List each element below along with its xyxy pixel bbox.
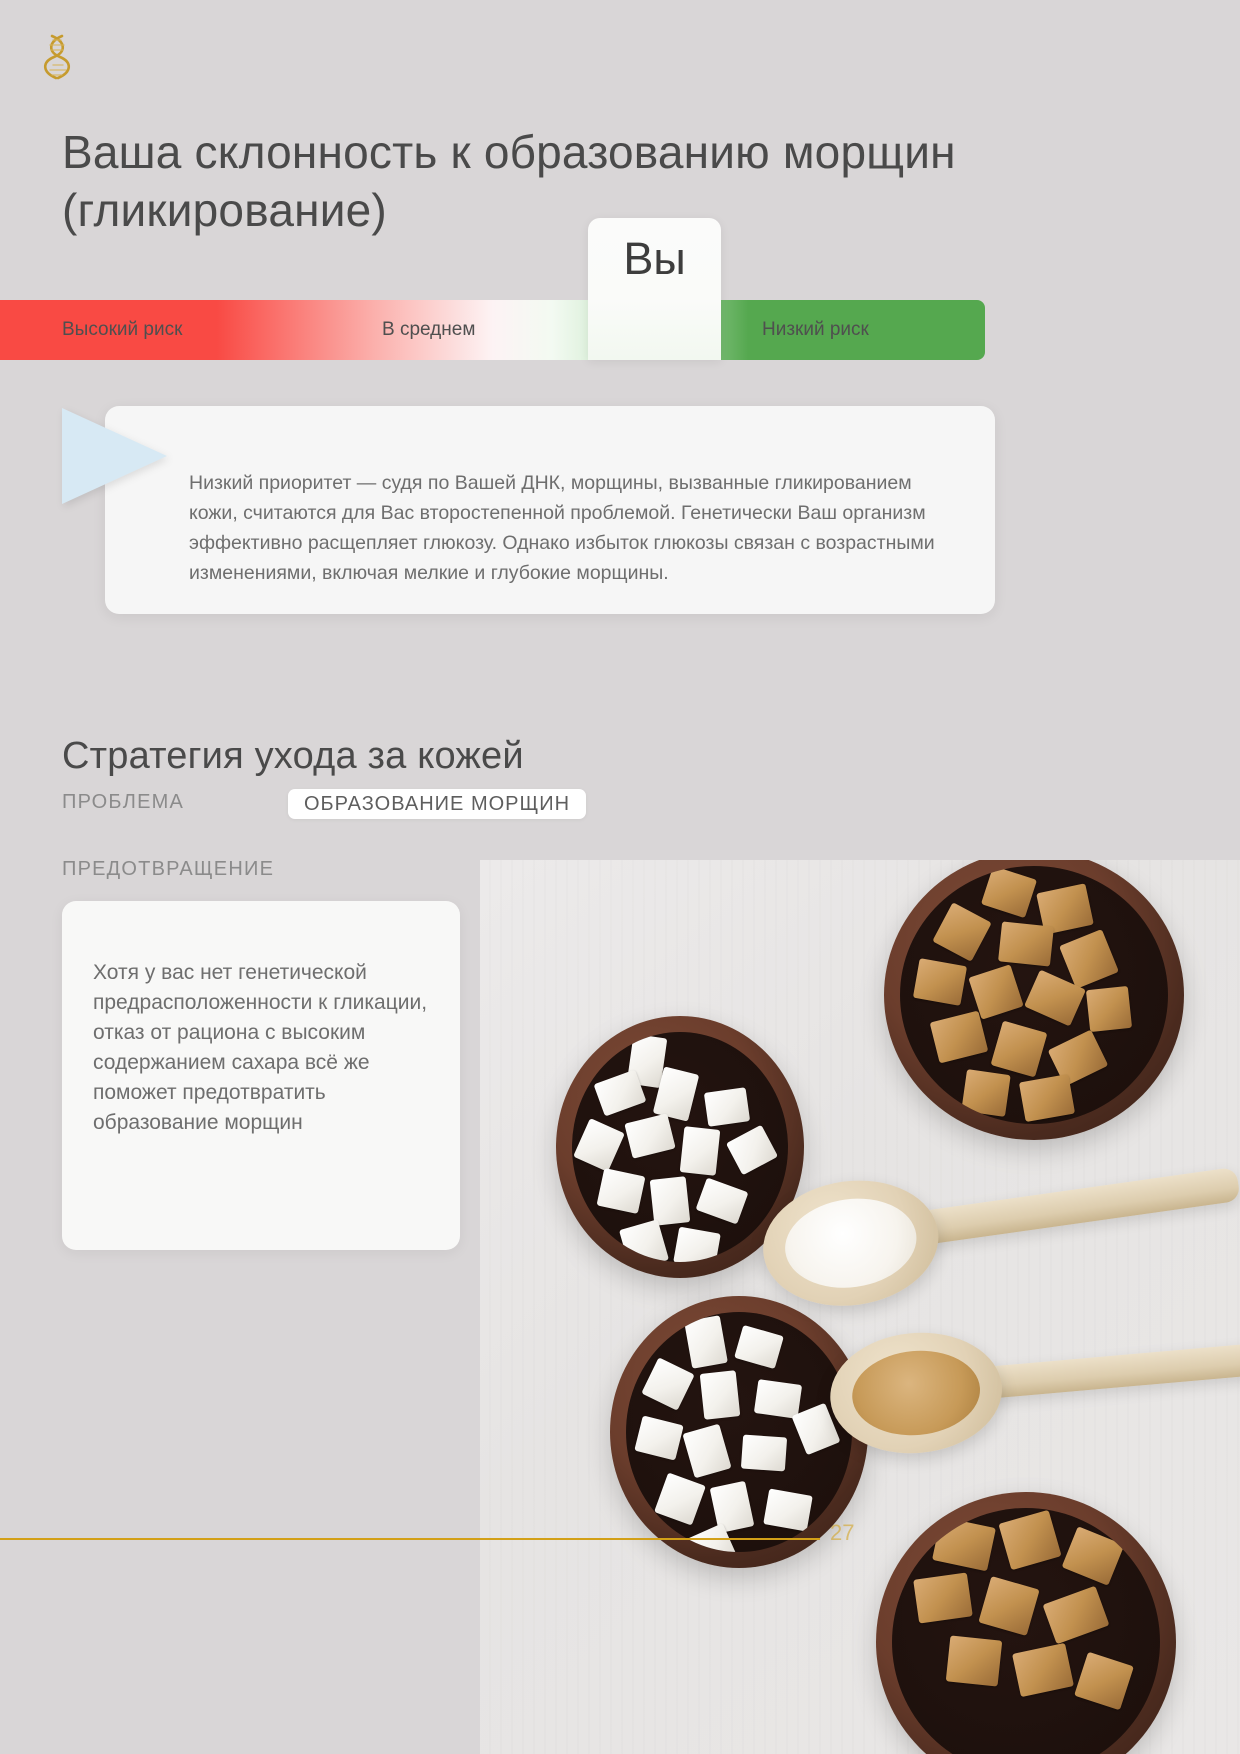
bowl-brown-sugar-bottom	[876, 1492, 1176, 1754]
problem-value-pill: ОБРАЗОВАНИЕ МОРЩИН	[288, 789, 587, 819]
page-title: Ваша склонность к образованию морщин (гл…	[62, 125, 956, 236]
result-callout-text: Низкий приоритет — судя по Вашей ДНК, мо…	[189, 471, 935, 584]
triangle-pointer-icon	[62, 408, 167, 504]
you-marker-label: Вы	[623, 233, 686, 284]
risk-gradient-bar	[0, 300, 985, 360]
result-callout-card: Низкий приоритет — судя по Вашей ДНК, мо…	[105, 406, 995, 614]
strategy-title: Стратегия ухода за кожей	[62, 734, 524, 777]
you-marker: Вы	[588, 218, 721, 360]
page-number: 27	[830, 1520, 855, 1545]
risk-scale: Высокий риск В среднем Низкий риск	[0, 300, 985, 360]
bowl-white-sugar-top	[556, 1016, 804, 1278]
bowl-white-sugar-bottom	[610, 1296, 868, 1568]
column-header-prevention: ПРЕДОТВРАЩЕНИЕ	[62, 858, 275, 880]
footer-rule	[0, 1538, 820, 1540]
risk-label-medium: В среднем	[382, 319, 476, 340]
sugar-bowls-photo	[480, 860, 1240, 1754]
dna-helix-icon	[38, 30, 78, 90]
prevention-text: Хотя у вас нет генетической предрасполож…	[93, 961, 428, 1134]
problem-label: ПРОБЛЕМА	[62, 791, 185, 813]
bowl-brown-sugar	[884, 860, 1184, 1140]
risk-label-high: Высокий риск	[62, 319, 183, 340]
prevention-card: Хотя у вас нет генетической предрасполож…	[62, 901, 460, 1250]
risk-label-low: Низкий риск	[762, 319, 869, 340]
